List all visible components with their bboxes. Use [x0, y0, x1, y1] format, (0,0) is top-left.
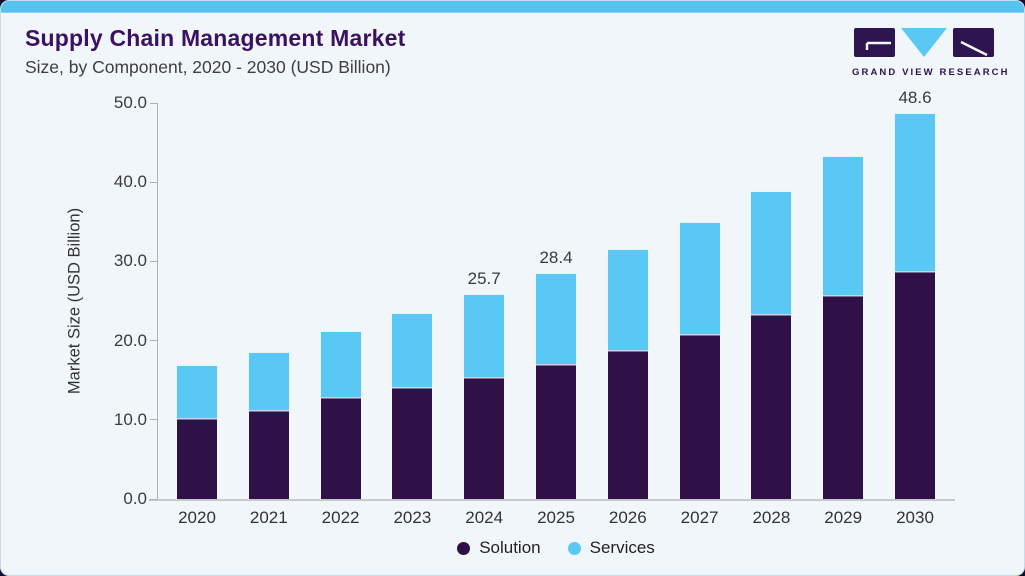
- x-axis-label-2024: 2024: [465, 508, 504, 527]
- y-tick-mark: [150, 181, 157, 183]
- y-axis-line: [157, 103, 158, 499]
- x-axis-label-2022: 2022: [321, 508, 360, 527]
- y-tick-label: 50.0: [113, 93, 147, 112]
- bar-segment-solution-2030: [895, 270, 935, 499]
- bar-segment-services-2021: [248, 353, 289, 411]
- x-axis-label-2021: 2021: [249, 508, 288, 527]
- legend-item-services: Services: [567, 538, 655, 558]
- bar-segment-solution-2026: [607, 350, 648, 499]
- y-tick-mark: [150, 260, 157, 262]
- bar-segment-solution-2029: [823, 294, 864, 499]
- y-tick-label: 20.0: [113, 330, 147, 350]
- bar-total-label-2030: 48.6: [898, 88, 932, 108]
- legend-label: Solution: [479, 538, 541, 557]
- chart-legend: Solution Services: [157, 538, 955, 558]
- y-tick-mark: [150, 340, 157, 342]
- bar-segment-services-2022: [320, 331, 361, 397]
- x-axis-line: [149, 499, 955, 501]
- x-axis-label-2030: 2030: [896, 508, 934, 527]
- bar-segment-services-2028: [751, 192, 792, 315]
- bar-segment-solution-2022: [320, 396, 361, 499]
- x-axis-label-2029: 2029: [824, 508, 863, 527]
- x-axis-label-2026: 2026: [608, 508, 647, 527]
- x-axis-label-2020: 2020: [178, 508, 216, 527]
- y-tick-label: 30.0: [113, 251, 147, 271]
- x-axis-label-2023: 2023: [393, 508, 432, 527]
- x-axis-label-2025: 2025: [537, 508, 575, 527]
- bar-segment-services-2020: [177, 365, 217, 419]
- y-tick-label: 10.0: [113, 409, 147, 429]
- bar-segment-solution-2027: [679, 334, 720, 499]
- bar-segment-solution-2023: [392, 387, 433, 499]
- bar-segment-solution-2024: [464, 377, 505, 499]
- x-axis-label-2028: 2028: [752, 508, 791, 527]
- y-axis-title: Market Size (USD Billion): [65, 207, 84, 395]
- bar-segment-services-2023: [392, 314, 433, 388]
- bar-segment-solution-2025: [536, 364, 576, 499]
- chart-title: Supply Chain Management Market: [25, 25, 406, 51]
- brand-name: GRAND VIEW RESEARCH: [852, 67, 1010, 78]
- bar-segment-solution-2020: [177, 418, 217, 499]
- bar-segment-services-2029: [823, 156, 864, 295]
- y-tick-label: 40.0: [113, 172, 147, 192]
- chart-header: Supply Chain Management Market Size, by …: [25, 25, 405, 78]
- legend-item-solution: Solution: [457, 538, 541, 558]
- bar-segment-services-2030: [895, 114, 935, 271]
- legend-label: Services: [589, 538, 655, 557]
- y-tick-mark: [150, 498, 157, 500]
- bar-segment-solution-2028: [751, 314, 792, 499]
- chart-subtitle: Size, by Component, 2020 - 2030 (USD Bil…: [25, 57, 391, 77]
- top-accent-bar: [1, 1, 1024, 13]
- y-tick-mark: [150, 419, 157, 421]
- bar-segment-services-2027: [679, 223, 720, 335]
- bar-total-label-2025: 28.4: [539, 248, 573, 268]
- bar-total-label-2024: 25.7: [467, 269, 501, 289]
- gvr-logo-icon: [854, 28, 994, 57]
- y-tick-mark: [150, 102, 157, 104]
- grand-view-research-logo: GRAND VIEW RESEARCH: [852, 27, 1010, 78]
- legend-dot-services-icon: [567, 541, 581, 555]
- x-axis-label-2027: 2027: [680, 508, 719, 527]
- bar-segment-services-2026: [607, 250, 648, 351]
- y-tick-label: 0.0: [123, 489, 147, 508]
- bar-segment-services-2024: [464, 295, 505, 378]
- bar-segment-solution-2021: [248, 410, 289, 499]
- legend-dot-solution-icon: [457, 541, 471, 555]
- bar-segment-services-2025: [536, 274, 576, 365]
